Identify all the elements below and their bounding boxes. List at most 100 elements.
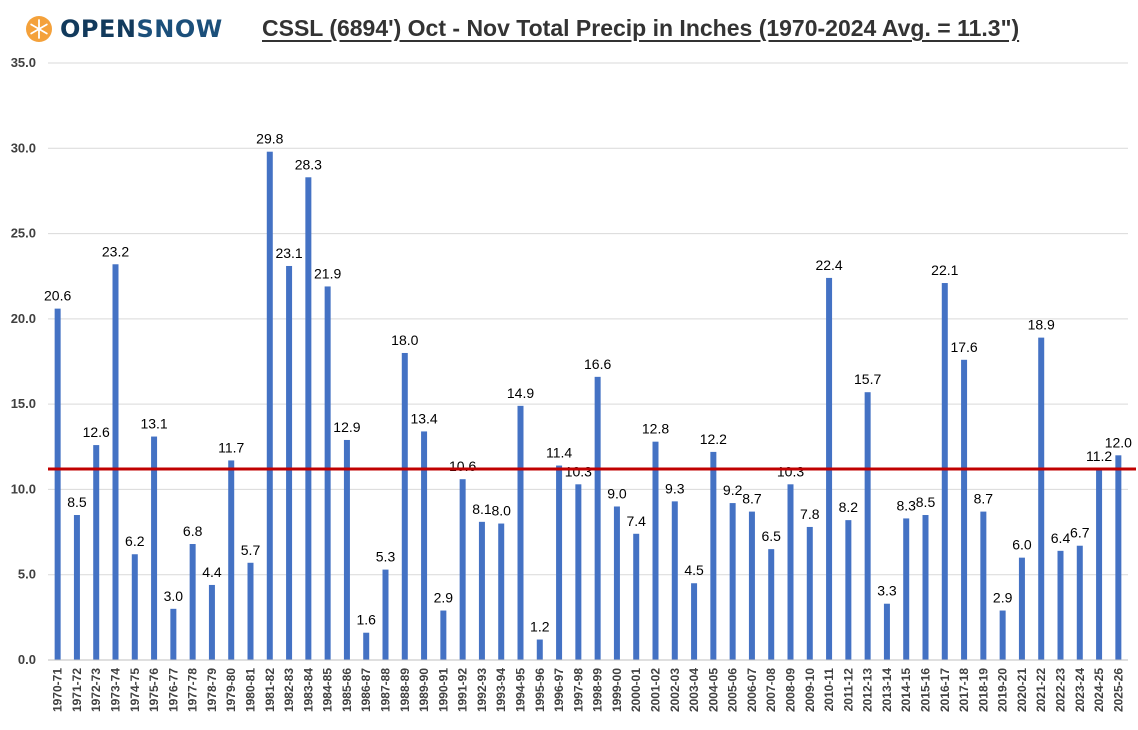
data-label: 9.2 — [723, 482, 743, 498]
x-tick-label: 2010-11 — [822, 668, 836, 712]
bar — [691, 583, 698, 660]
x-tick-label: 2016-17 — [938, 668, 952, 712]
data-label: 4.4 — [202, 564, 222, 580]
bar — [1057, 550, 1064, 660]
data-label: 11.4 — [546, 445, 572, 461]
data-label: 22.4 — [815, 257, 842, 273]
data-label: 2.9 — [434, 590, 454, 606]
bar — [941, 283, 948, 660]
x-tick-label: 2009-10 — [803, 668, 817, 712]
bar — [459, 479, 466, 660]
bar — [671, 501, 678, 660]
data-label: 16.6 — [584, 356, 611, 372]
x-tick-label: 1970-71 — [51, 668, 65, 712]
x-tick-label: 2004-05 — [706, 668, 720, 712]
y-tick-label: 25.0 — [11, 226, 36, 241]
x-tick-label: 2002-03 — [668, 668, 682, 712]
bar — [729, 503, 736, 660]
data-label: 8.2 — [839, 499, 859, 515]
data-label: 9.3 — [665, 480, 685, 496]
x-tick-label: 1996-97 — [552, 668, 566, 712]
x-tick-label: 1976-77 — [166, 668, 180, 712]
x-tick-label: 1977-78 — [186, 668, 200, 712]
x-tick-label: 1993-94 — [494, 668, 508, 712]
bar — [324, 286, 331, 660]
logo-text: OPENSNOW — [60, 15, 223, 43]
bar — [556, 465, 563, 660]
bar — [980, 511, 987, 660]
data-label: 7.4 — [626, 513, 646, 529]
data-label: 29.8 — [256, 131, 283, 147]
x-tick-label: 1991-92 — [456, 668, 470, 712]
x-tick-label: 1983-84 — [301, 668, 315, 712]
bar — [1038, 337, 1045, 660]
bar — [112, 264, 119, 660]
data-label: 12.9 — [333, 419, 360, 435]
x-tick-label: 1979-80 — [224, 668, 238, 712]
data-label: 23.1 — [275, 245, 302, 261]
logo-text-snow: SNOW — [136, 15, 223, 43]
data-label: 18.9 — [1028, 317, 1055, 333]
opensnow-logo: OPENSNOW — [24, 12, 223, 46]
data-label: 1.6 — [356, 612, 376, 628]
x-tick-label: 1985-86 — [340, 668, 354, 712]
data-label: 28.3 — [295, 156, 322, 172]
data-label: 8.1 — [472, 501, 492, 517]
data-label: 6.0 — [1012, 537, 1032, 553]
x-tick-label: 1975-76 — [147, 668, 161, 712]
x-tick-label: 2001-02 — [649, 668, 663, 712]
x-tick-label: 1973-74 — [109, 668, 123, 712]
data-label: 6.2 — [125, 533, 145, 549]
x-tick-label: 2011-12 — [841, 668, 855, 712]
x-tick-label: 2014-15 — [899, 668, 913, 712]
y-tick-label: 35.0 — [11, 55, 36, 70]
data-label: 12.6 — [83, 424, 110, 440]
x-tick-label: 2005-06 — [726, 668, 740, 712]
bar — [189, 544, 196, 660]
x-tick-label: 1978-79 — [205, 668, 219, 712]
data-label: 10.3 — [777, 463, 804, 479]
x-tick-label: 1982-83 — [282, 668, 296, 712]
x-tick-label: 1984-85 — [321, 668, 335, 712]
x-tick-label: 1999-00 — [610, 668, 624, 712]
bar — [131, 554, 138, 660]
data-label: 15.7 — [854, 371, 881, 387]
bar — [73, 515, 80, 660]
y-tick-label: 10.0 — [11, 481, 36, 496]
bar — [633, 533, 640, 660]
bar — [517, 405, 524, 660]
data-label: 14.9 — [507, 385, 534, 401]
x-tick-label: 1992-93 — [475, 668, 489, 712]
data-label: 3.3 — [877, 583, 897, 599]
x-tick-label: 1986-87 — [359, 668, 373, 712]
x-tick-label: 1990-91 — [436, 668, 450, 712]
bar — [208, 584, 215, 660]
y-tick-label: 5.0 — [18, 567, 36, 582]
bar — [363, 632, 370, 660]
bar — [1096, 468, 1103, 660]
data-label: 1.2 — [530, 619, 550, 635]
data-label: 12.8 — [642, 421, 669, 437]
x-tick-label: 2020-21 — [1015, 668, 1029, 712]
bar — [401, 352, 408, 660]
data-label: 3.0 — [164, 588, 184, 604]
data-label: 5.3 — [376, 549, 396, 565]
bar — [961, 359, 968, 660]
data-label: 6.4 — [1051, 530, 1071, 546]
data-label: 22.1 — [931, 262, 958, 278]
data-label: 10.6 — [449, 458, 476, 474]
bar — [343, 439, 350, 660]
bar — [286, 265, 293, 660]
x-tick-label: 1988-89 — [398, 668, 412, 712]
data-label: 12.0 — [1105, 434, 1132, 450]
bar — [594, 376, 601, 660]
data-label: 6.7 — [1070, 525, 1090, 541]
bar — [478, 521, 485, 660]
x-tick-label: 2012-13 — [861, 668, 875, 712]
bar — [652, 441, 659, 660]
bar — [748, 511, 755, 660]
bar — [883, 603, 890, 660]
x-tick-label: 2018-19 — [976, 668, 990, 712]
data-label: 5.7 — [241, 542, 261, 558]
